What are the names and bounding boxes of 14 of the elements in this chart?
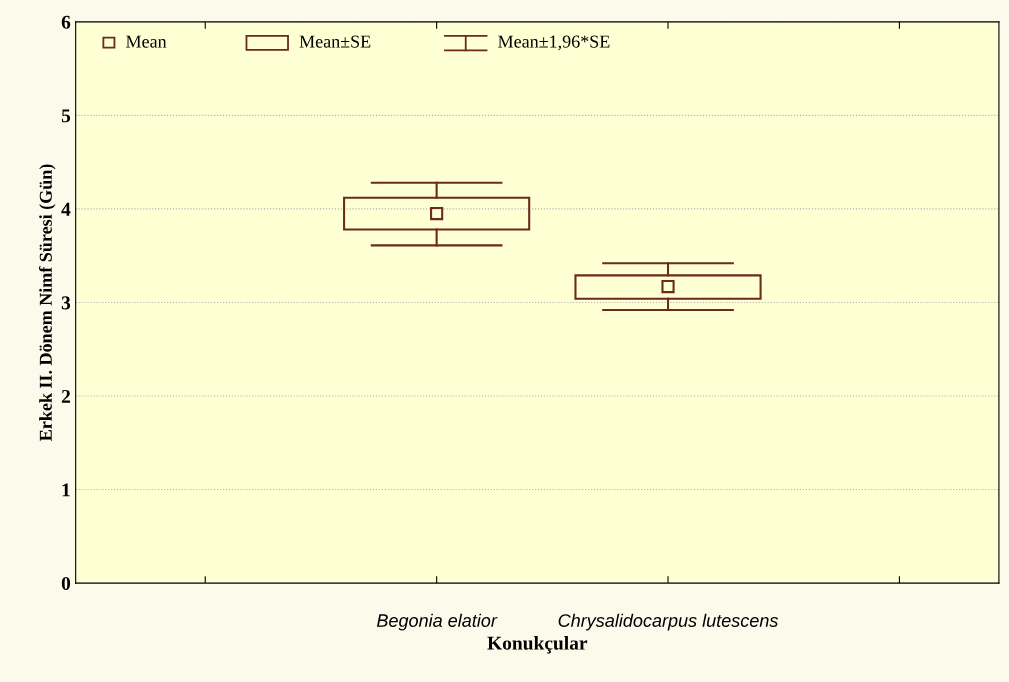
- y-axis-title: Erkek II. Dönem Nimf Süresi (Gün): [38, 164, 56, 441]
- y-tick-label: 6: [61, 15, 71, 29]
- x-tick-label: Chrysalidocarpus lutescens: [558, 613, 779, 631]
- x-axis-title: Konukçular: [487, 636, 588, 654]
- y-tick-label: 4: [61, 202, 71, 216]
- y-tick-label: 5: [61, 109, 71, 123]
- x-tick-label: Begonia elatior: [376, 613, 498, 631]
- y-tick-label: 2: [61, 389, 70, 403]
- y-tick-label: 1: [62, 483, 70, 497]
- y-tick-label: 0: [61, 576, 71, 591]
- y-tick-label: 3: [61, 296, 71, 310]
- annotation: Mean: [126, 35, 167, 48]
- annotation: Mean±1,96*SE: [498, 35, 610, 51]
- annotation: Mean±SE: [299, 35, 371, 48]
